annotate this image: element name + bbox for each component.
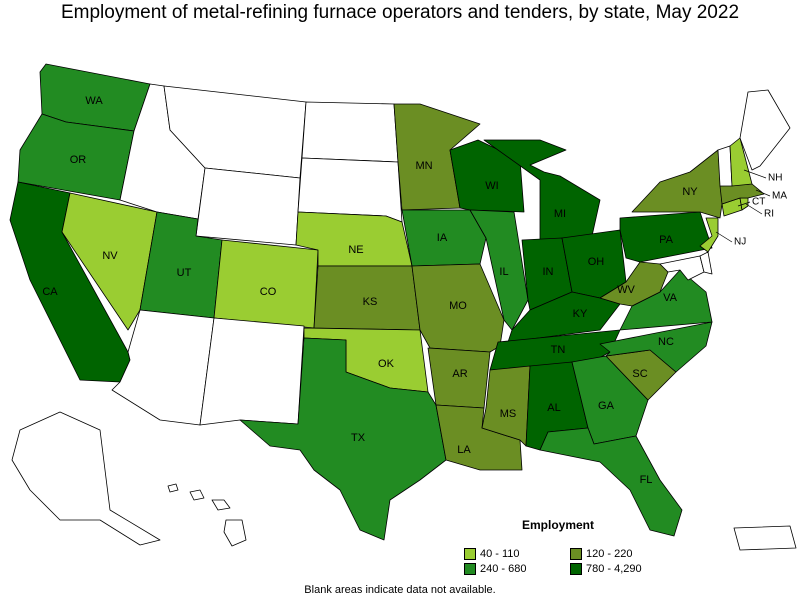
legend-swatch-2: [570, 548, 582, 560]
label-IN: IN: [543, 266, 554, 278]
label-NH: NH: [768, 173, 782, 184]
label-PA: PA: [659, 234, 674, 246]
footnote: Blank areas indicate data not available.: [304, 584, 496, 596]
label-NE: NE: [348, 244, 363, 256]
label-SC: SC: [632, 368, 647, 380]
label-TX: TX: [351, 432, 366, 444]
state-IA[interactable]: [401, 209, 487, 267]
label-NC: NC: [658, 336, 674, 348]
label-WV: WV: [617, 284, 635, 296]
legend-swatch-1: [464, 548, 476, 560]
label-MI: MI: [554, 208, 566, 220]
legend-label-4: 780 - 4,290: [586, 563, 642, 575]
state-CO[interactable]: [213, 239, 319, 329]
state-NM[interactable]: [199, 317, 305, 426]
state-ND[interactable]: [301, 101, 399, 163]
legend-swatch-4: [570, 563, 582, 575]
legend-label-3: 240 - 680: [480, 563, 527, 575]
map-title: Employment of metal-refining furnace ope…: [60, 2, 740, 23]
leader-RI: [745, 203, 763, 215]
state-HI[interactable]: [167, 483, 247, 547]
legend-title: Employment: [522, 518, 595, 532]
state-WI[interactable]: [449, 139, 525, 213]
state-MO[interactable]: [411, 263, 505, 353]
leader-NH: [743, 169, 767, 179]
label-CA: CA: [42, 286, 58, 298]
state-MI[interactable]: [483, 139, 601, 241]
state-DE[interactable]: [699, 251, 713, 275]
legend-label-1: 40 - 110: [480, 548, 520, 560]
legend-item-1: 40 - 110: [464, 548, 520, 560]
label-MA: MA: [772, 191, 787, 202]
label-TN: TN: [551, 344, 566, 356]
state-ME[interactable]: [739, 89, 791, 171]
label-IA: IA: [437, 232, 448, 244]
label-IL: IL: [499, 266, 508, 278]
legend-item-3: 240 - 680: [464, 563, 526, 575]
label-OK: OK: [378, 358, 395, 370]
legend-item-4: 780 - 4,290: [570, 563, 642, 575]
leader-CT: [737, 201, 751, 207]
label-CT: CT: [752, 197, 765, 208]
label-NJ: NJ: [734, 237, 746, 248]
label-NV: NV: [102, 250, 118, 262]
state-TX[interactable]: [239, 337, 447, 541]
state-WY[interactable]: [195, 167, 301, 246]
label-LA: LA: [457, 444, 471, 456]
state-AK[interactable]: [11, 411, 161, 546]
label-UT: UT: [177, 267, 192, 279]
leader-NJ: [715, 231, 733, 243]
label-VA: VA: [663, 292, 678, 304]
legend-label-2: 120 - 220: [586, 548, 633, 560]
label-FL: FL: [640, 474, 653, 486]
label-MO: MO: [449, 300, 467, 312]
label-OR: OR: [70, 154, 87, 166]
label-GA: GA: [598, 400, 615, 412]
state-NH[interactable]: [729, 137, 753, 187]
state-FL[interactable]: [539, 427, 683, 537]
state-NV[interactable]: [61, 192, 158, 331]
label-OH: OH: [588, 256, 605, 268]
label-KY: KY: [573, 308, 588, 320]
label-RI: RI: [764, 209, 774, 220]
label-AR: AR: [452, 368, 467, 380]
label-WI: WI: [485, 180, 498, 192]
label-MS: MS: [500, 408, 517, 420]
state-PR[interactable]: [733, 525, 797, 551]
label-CO: CO: [260, 286, 277, 298]
state-LA[interactable]: [435, 404, 523, 471]
state-NY[interactable]: [631, 149, 723, 219]
leader-MA: [755, 189, 771, 197]
label-WA: WA: [85, 95, 103, 107]
label-AL: AL: [547, 402, 560, 414]
legend-item-2: 120 - 220: [570, 548, 632, 560]
label-NY: NY: [682, 186, 698, 198]
legend-swatch-3: [464, 563, 476, 575]
state-NC[interactable]: [599, 321, 713, 373]
label-KS: KS: [363, 296, 378, 308]
label-MN: MN: [415, 160, 432, 172]
